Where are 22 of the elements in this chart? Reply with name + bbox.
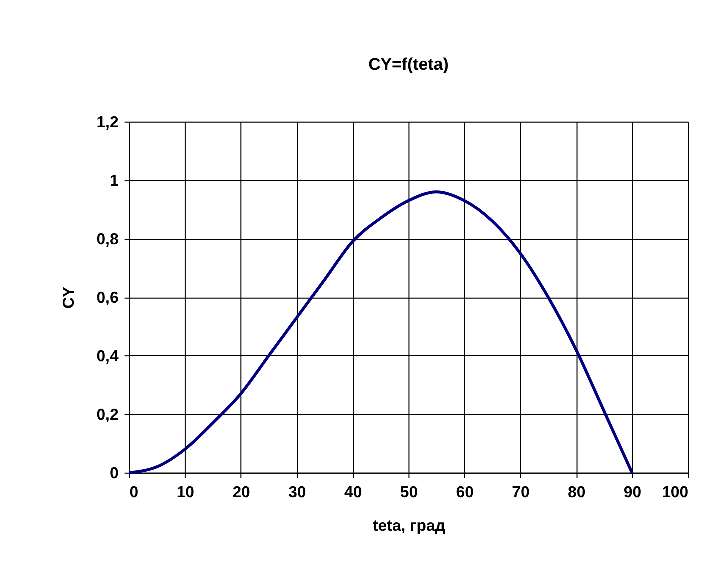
y-tick-label: 0 [110,465,119,482]
y-tick-label: 1 [110,172,119,190]
y-tick-label: 0,6 [96,290,119,307]
x-tick-label: 40 [344,484,362,502]
y-tick-label: 0,2 [96,406,119,424]
x-tick-label: 20 [232,484,251,502]
y-axis-title: CY [60,286,78,309]
x-tick-label: 50 [400,484,418,502]
x-tick-label: 30 [288,484,306,502]
x-tick-label: 80 [568,484,586,502]
y-tick-label: 1,2 [96,114,119,132]
y-tick-label: 0,4 [96,348,119,366]
chart-title: CY=f(teta) [368,55,449,74]
y-tick-label: 0,8 [96,231,119,248]
x-axis-title: teta, град [372,518,446,536]
x-tick-label: 100 [662,484,689,502]
x-tick-label: 60 [456,484,474,502]
x-tick-label: 0 [130,484,139,502]
x-tick-label: 70 [512,484,530,502]
line-series [128,190,634,474]
x-tick-label: 10 [176,484,195,502]
x-tick-label: 90 [624,484,642,502]
